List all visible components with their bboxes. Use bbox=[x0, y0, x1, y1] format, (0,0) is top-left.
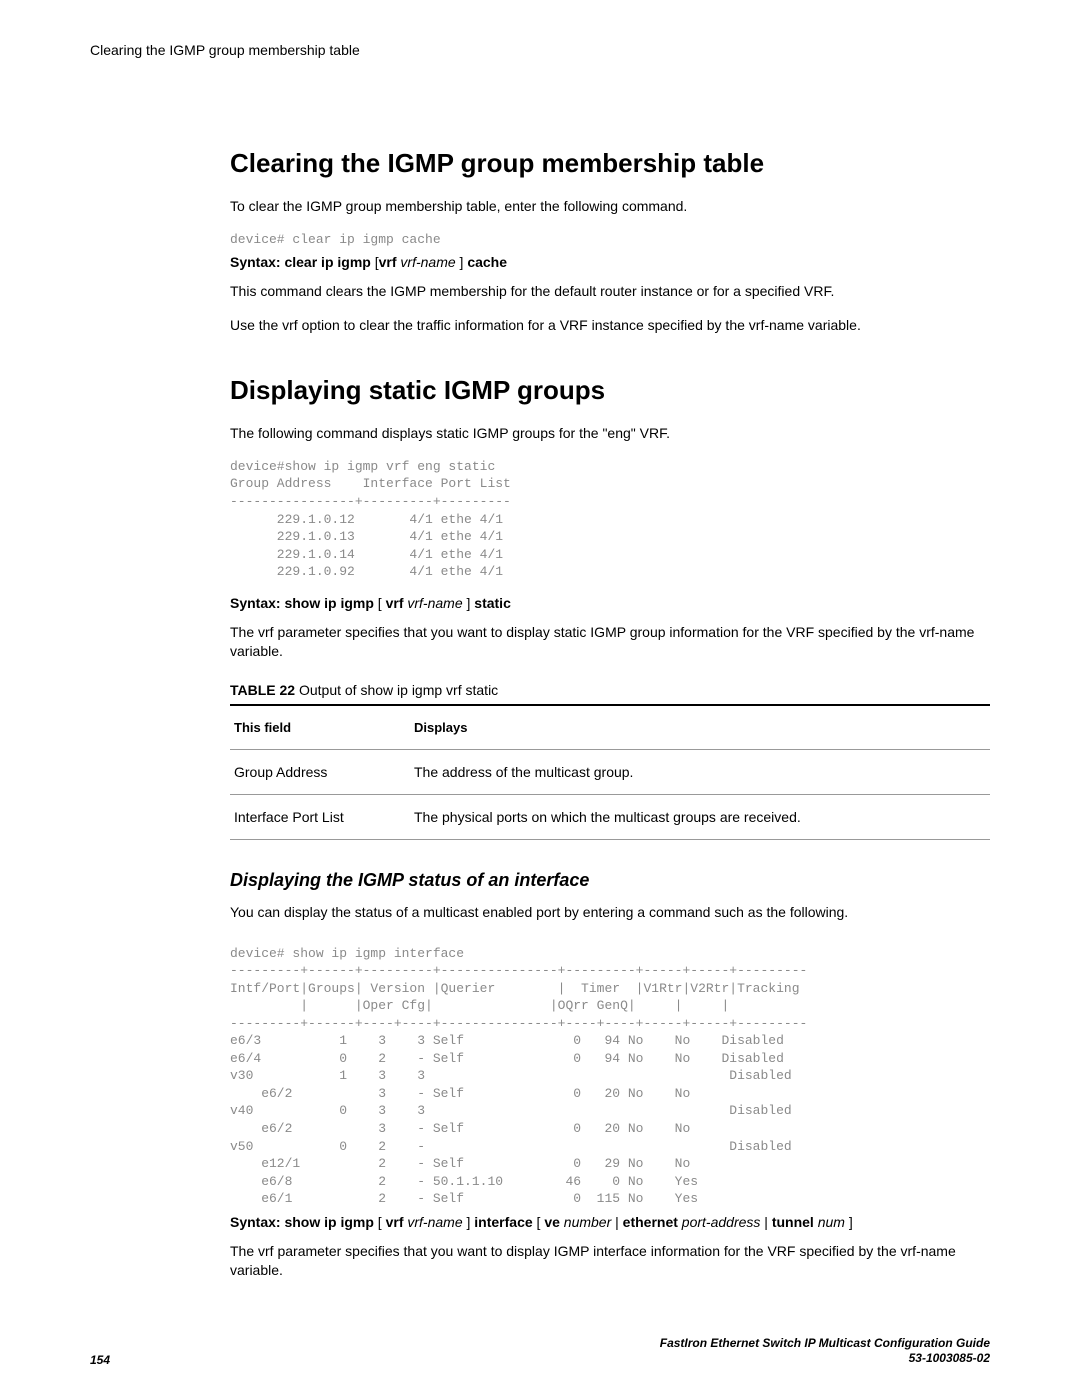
text: variable. bbox=[230, 1262, 283, 1278]
bracket: ] bbox=[849, 1214, 853, 1230]
section2-desc: The vrf parameter specifies that you wan… bbox=[230, 623, 990, 662]
section1-desc2: Use the vrf option to clear the traffic … bbox=[230, 316, 990, 336]
vrf-word: vrf bbox=[258, 624, 274, 640]
text: The bbox=[230, 624, 258, 640]
pipe: | bbox=[764, 1214, 772, 1230]
syntax-text: Syntax: show ip igmp bbox=[230, 595, 378, 611]
table-cell: The physical ports on which the multicas… bbox=[410, 794, 990, 839]
syntax-vrfname: vrf-name bbox=[400, 254, 459, 270]
section1-syntax: Syntax: clear ip igmp [vrf vrf-name ] ca… bbox=[230, 254, 990, 270]
section2-intro: The following command displays static IG… bbox=[230, 424, 990, 444]
text: parameter specifies that you want to dis… bbox=[274, 1243, 901, 1259]
bracket: [ bbox=[378, 1214, 386, 1230]
section2-code: device#show ip igmp vrf eng static Group… bbox=[230, 458, 990, 581]
syntax-cache: cache bbox=[467, 254, 507, 270]
section1-code: device# clear ip igmp cache bbox=[230, 231, 990, 249]
syntax-text: Syntax: show ip igmp bbox=[230, 1214, 378, 1230]
text: option to clear the traffic information … bbox=[298, 317, 749, 333]
syntax-vrf: vrf bbox=[386, 1214, 408, 1230]
col-header: Displays bbox=[410, 705, 990, 750]
output-table: This field Displays Group Address The ad… bbox=[230, 704, 990, 840]
text: variable. bbox=[804, 317, 861, 333]
table-title: Output of show ip igmp vrf static bbox=[295, 682, 498, 698]
section1-desc1: This command clears the IGMP membership … bbox=[230, 282, 990, 302]
syntax-vrfname: vrf-name bbox=[407, 1214, 466, 1230]
vrfname-word: vrf-name bbox=[749, 317, 804, 333]
syntax-ve: ve bbox=[544, 1214, 563, 1230]
syntax-number: number bbox=[564, 1214, 615, 1230]
vrfname-word: vrf-name bbox=[919, 624, 974, 640]
bracket: [ bbox=[378, 595, 386, 611]
page-number: 154 bbox=[90, 1353, 110, 1367]
footer-title: FastIron Ethernet Switch IP Multicast Co… bbox=[660, 1336, 990, 1350]
footer-right: FastIron Ethernet Switch IP Multicast Co… bbox=[660, 1336, 990, 1367]
table-row: Group Address The address of the multica… bbox=[230, 749, 990, 794]
section2-title: Displaying static IGMP groups bbox=[230, 375, 990, 406]
syntax-vrf: vrf bbox=[379, 254, 401, 270]
syntax-tunnel: tunnel bbox=[772, 1214, 818, 1230]
table-cell: Interface Port List bbox=[230, 794, 410, 839]
section3-desc: The vrf parameter specifies that you wan… bbox=[230, 1242, 990, 1281]
section3-title: Displaying the IGMP status of an interfa… bbox=[230, 870, 990, 891]
syntax-interface: interface bbox=[474, 1214, 536, 1230]
text: variable. bbox=[230, 643, 283, 659]
vrf-word: vrf bbox=[258, 1243, 274, 1259]
text: The bbox=[230, 1243, 258, 1259]
table-row: Interface Port List The physical ports o… bbox=[230, 794, 990, 839]
section3-intro: You can display the status of a multicas… bbox=[230, 903, 990, 923]
section3-code: device# show ip igmp interface ---------… bbox=[230, 945, 990, 1208]
section3-syntax: Syntax: show ip igmp [ vrf vrf-name ] in… bbox=[230, 1214, 990, 1230]
section1-title: Clearing the IGMP group membership table bbox=[230, 148, 990, 179]
syntax-ethernet: ethernet bbox=[623, 1214, 682, 1230]
vrfname-word: vrf-name bbox=[901, 1243, 956, 1259]
syntax-num: num bbox=[818, 1214, 849, 1230]
section2-syntax: Syntax: show ip igmp [ vrf vrf-name ] st… bbox=[230, 595, 990, 611]
col-header: This field bbox=[230, 705, 410, 750]
syntax-vrf: vrf bbox=[386, 595, 408, 611]
syntax-vrfname: vrf-name bbox=[407, 595, 466, 611]
pipe: | bbox=[615, 1214, 623, 1230]
table-cell: The address of the multicast group. bbox=[410, 749, 990, 794]
footer-docnum: 53-1003085-02 bbox=[909, 1351, 990, 1365]
table-cell: Group Address bbox=[230, 749, 410, 794]
text: Use the bbox=[230, 317, 282, 333]
syntax-text: Syntax: clear ip igmp bbox=[230, 254, 375, 270]
table-header-row: This field Displays bbox=[230, 705, 990, 750]
page-header: Clearing the IGMP group membership table bbox=[90, 42, 990, 58]
table-num: TABLE 22 bbox=[230, 682, 295, 698]
section1-intro: To clear the IGMP group membership table… bbox=[230, 197, 990, 217]
table-caption: TABLE 22 Output of show ip igmp vrf stat… bbox=[230, 682, 990, 698]
syntax-static: static bbox=[474, 595, 511, 611]
text: parameter specifies that you want to dis… bbox=[274, 624, 920, 640]
syntax-port: port-address bbox=[682, 1214, 764, 1230]
page-footer: 154 FastIron Ethernet Switch IP Multicas… bbox=[90, 1336, 990, 1367]
vrf-word: vrf bbox=[282, 317, 298, 333]
